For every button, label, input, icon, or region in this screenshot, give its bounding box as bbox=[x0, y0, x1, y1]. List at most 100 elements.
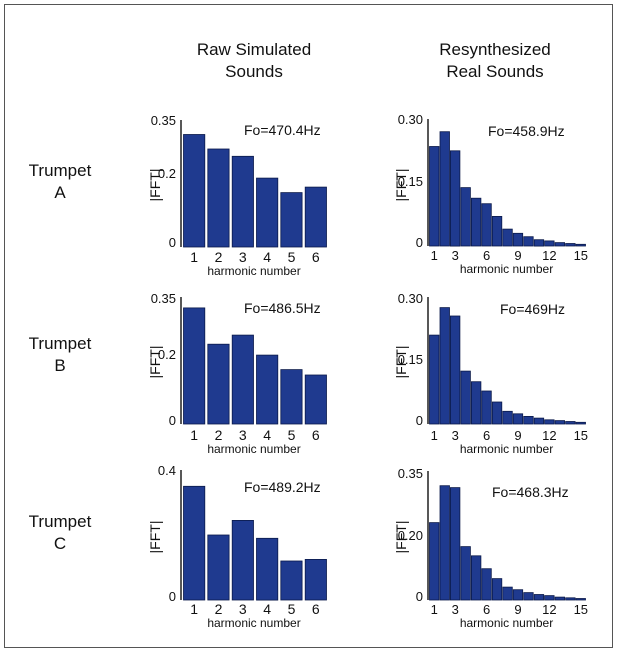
x-axis-label-real-A: harmonic number bbox=[460, 262, 553, 276]
bar-raw-C-h1 bbox=[183, 485, 206, 601]
bar-raw-A-h3 bbox=[231, 155, 254, 248]
bar-real-C-h8 bbox=[502, 586, 513, 601]
bar-real-B-h5 bbox=[470, 381, 482, 425]
y-tick-label-real-B-0: 0.30 bbox=[398, 291, 423, 306]
bar-real-A-h6 bbox=[481, 203, 492, 247]
x-tick-label-raw-C-1: 2 bbox=[215, 601, 223, 617]
bar-raw-A-h1 bbox=[183, 134, 206, 248]
bar-real-C-h14 bbox=[565, 597, 576, 601]
column-header-raw-line2: Sounds bbox=[225, 62, 283, 81]
x-axis-label-real-B: harmonic number bbox=[460, 442, 553, 456]
column-header-real-line2: Real Sounds bbox=[446, 62, 543, 81]
bar-real-A-h15 bbox=[575, 243, 586, 247]
bar-real-A-h4 bbox=[460, 187, 471, 247]
bar-raw-B-h2 bbox=[207, 343, 230, 425]
y-axis-label-raw-C: |FFT| bbox=[147, 521, 163, 554]
y-tick-label-raw-A-0: 0.35 bbox=[151, 113, 176, 128]
chart-panel-real-B: 0.30 0.15 01 3 6 9 12 15 harmonic number |FFT| Fo=… bbox=[393, 291, 588, 456]
bar-real-C-h1 bbox=[429, 522, 440, 601]
x-tick-label-raw-A-5: 6 bbox=[312, 249, 320, 265]
bar-real-C-h3 bbox=[449, 487, 461, 601]
x-tick-label-raw-C-5: 6 bbox=[312, 601, 320, 617]
x-tick-label-real-A-2: 6 bbox=[483, 248, 490, 263]
x-tick-label-real-B-5: 15 bbox=[574, 428, 588, 443]
bar-real-C-h6 bbox=[481, 568, 492, 601]
y-tick-label-real-A-2: 0 bbox=[416, 235, 423, 250]
y-tick-label-real-B-1: 0.15 bbox=[398, 352, 423, 367]
bar-real-C-h4 bbox=[460, 546, 471, 601]
x-tick-label-raw-C-4: 5 bbox=[288, 601, 296, 617]
y-tick-label-raw-A-2: 0 bbox=[169, 235, 176, 250]
bar-raw-C-h2 bbox=[207, 534, 230, 601]
bar-raw-C-h5 bbox=[280, 560, 303, 601]
x-tick-label-real-A-3: 9 bbox=[514, 248, 521, 263]
bar-raw-A-h4 bbox=[256, 177, 279, 248]
bar-raw-B-h5 bbox=[280, 369, 303, 425]
bar-real-A-h14 bbox=[565, 243, 576, 247]
y-tick-label-real-C-0: 0.35 bbox=[398, 466, 423, 481]
x-tick-label-raw-A-0: 1 bbox=[190, 249, 198, 265]
row-label-c-line1: Trumpet bbox=[29, 512, 92, 531]
x-tick-label-real-A-5: 15 bbox=[574, 248, 588, 263]
x-tick-label-real-C-3: 9 bbox=[514, 602, 521, 617]
bar-real-B-h4 bbox=[460, 370, 471, 425]
row-label-a-line1: Trumpet bbox=[29, 161, 92, 180]
figure-border bbox=[4, 4, 613, 648]
bar-real-B-h12 bbox=[544, 419, 555, 425]
x-tick-label-raw-B-1: 2 bbox=[215, 427, 223, 443]
bar-real-B-h9 bbox=[512, 413, 524, 425]
bar-real-C-h2 bbox=[439, 485, 450, 601]
bar-real-B-h15 bbox=[575, 421, 586, 425]
y-tick-label-real-C-1: 0.20 bbox=[398, 528, 423, 543]
x-tick-label-real-C-2: 6 bbox=[483, 602, 490, 617]
bar-real-C-h5 bbox=[470, 555, 482, 601]
bar-real-B-h10 bbox=[523, 415, 534, 425]
x-tick-label-real-B-2: 6 bbox=[483, 428, 490, 443]
bar-real-B-h11 bbox=[533, 417, 545, 425]
fo-annotation-raw-A: Fo=470.4Hz bbox=[244, 122, 321, 138]
bar-raw-A-h2 bbox=[207, 148, 230, 248]
x-tick-label-raw-B-4: 5 bbox=[288, 427, 296, 443]
bar-real-A-h8 bbox=[502, 228, 513, 247]
bar-real-A-h7 bbox=[491, 215, 503, 247]
y-tick-label-raw-B-0: 0.35 bbox=[151, 291, 176, 306]
x-tick-label-raw-A-1: 2 bbox=[215, 249, 223, 265]
bar-real-C-h11 bbox=[533, 594, 545, 601]
bar-real-A-h1 bbox=[429, 146, 440, 247]
y-tick-label-raw-A-1: 0.2 bbox=[158, 166, 176, 181]
bar-real-C-h12 bbox=[544, 595, 555, 601]
x-tick-label-raw-A-3: 4 bbox=[263, 249, 271, 265]
bar-real-A-h13 bbox=[554, 242, 565, 247]
x-tick-label-raw-A-2: 3 bbox=[239, 249, 247, 265]
bar-raw-A-h6 bbox=[304, 186, 327, 248]
x-tick-label-raw-B-2: 3 bbox=[239, 427, 247, 443]
chart-panel-real-C: 0.35 0.20 01 3 6 9 12 15 harmonic number |FFT| Fo=… bbox=[393, 466, 588, 630]
x-tick-label-real-B-3: 9 bbox=[514, 428, 521, 443]
bar-real-A-h10 bbox=[523, 236, 534, 247]
x-axis-label-raw-C: harmonic number bbox=[207, 616, 300, 630]
bar-real-B-h3 bbox=[449, 315, 461, 425]
row-label-b-line2: B bbox=[54, 356, 65, 375]
y-axis-label-real-B: |FFT| bbox=[393, 346, 409, 379]
bar-real-B-h1 bbox=[429, 334, 440, 425]
x-tick-label-real-C-0: 1 bbox=[431, 602, 438, 617]
y-tick-label-raw-B-1: 0.2 bbox=[158, 347, 176, 362]
bar-real-B-h8 bbox=[502, 410, 513, 425]
bar-real-A-h9 bbox=[512, 232, 524, 247]
x-tick-label-real-A-1: 3 bbox=[452, 248, 459, 263]
fo-annotation-real-C: Fo=468.3Hz bbox=[492, 484, 569, 500]
y-tick-label-real-A-0: 0.30 bbox=[398, 112, 423, 127]
bar-raw-B-h6 bbox=[304, 374, 327, 425]
y-tick-label-real-A-1: 0.15 bbox=[398, 174, 423, 189]
column-header-raw-line1: Raw Simulated bbox=[197, 40, 311, 59]
bar-real-C-h9 bbox=[512, 589, 524, 601]
bar-real-A-h3 bbox=[449, 150, 461, 247]
bar-real-A-h12 bbox=[544, 240, 555, 247]
bar-real-C-h13 bbox=[554, 596, 565, 601]
x-tick-label-real-B-1: 3 bbox=[452, 428, 459, 443]
chart-panel-raw-C: 0.4 01 2 3 4 5 6 harmonic number |FFT| Fo=489.2Hz bbox=[147, 463, 327, 630]
fo-annotation-raw-B: Fo=486.5Hz bbox=[244, 300, 321, 316]
y-tick-label-raw-C-1: 0 bbox=[169, 589, 176, 604]
